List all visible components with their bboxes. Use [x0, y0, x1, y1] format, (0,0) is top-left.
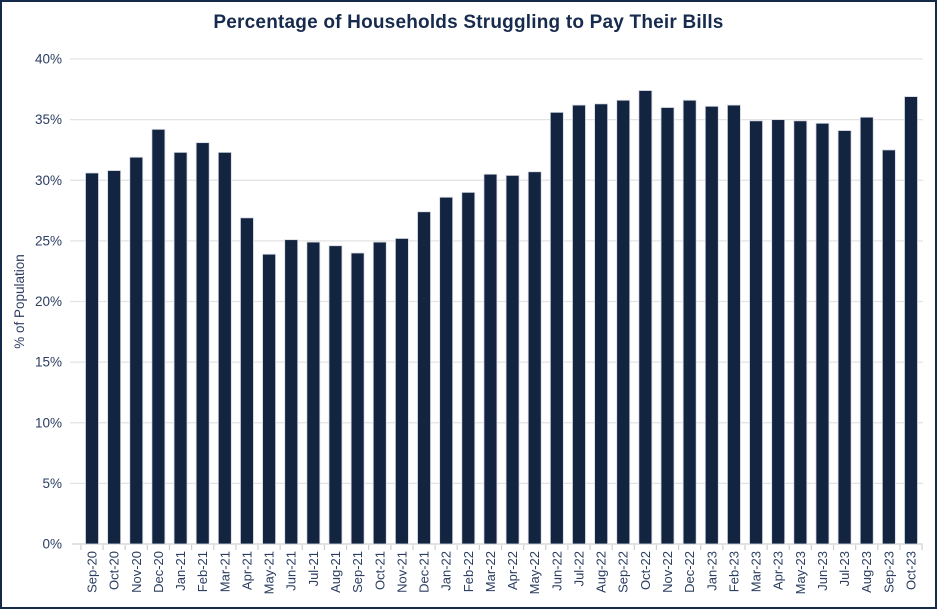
x-tick-label: Aug-23 [859, 551, 874, 593]
bar-may-23 [793, 120, 808, 545]
x-tick-label: Oct-20 [107, 551, 122, 590]
x-tick-label: Mar-22 [483, 551, 498, 592]
x-tick-label: Dec-22 [682, 551, 697, 593]
x-tick-label: Feb-21 [195, 551, 210, 592]
x-tick-label: Sep-21 [350, 551, 365, 593]
x-tick-label: Sep-23 [881, 551, 896, 593]
bar-feb-22 [461, 191, 476, 545]
y-tick-label: 35% [35, 112, 62, 127]
x-tick-label: Apr-21 [239, 551, 254, 590]
x-tick-label: Mar-21 [217, 551, 232, 592]
y-tick-label: 0% [42, 537, 62, 552]
x-tick-label: Nov-22 [660, 551, 675, 593]
bar-jan-21 [173, 151, 188, 545]
bar-sep-22 [616, 99, 631, 545]
bar-mar-23 [749, 120, 763, 545]
bar-nov-22 [660, 107, 675, 545]
x-tick-label: Nov-21 [394, 551, 409, 593]
x-tick-label: Jun-21 [284, 551, 299, 591]
chart-title: Percentage of Households Struggling to P… [213, 12, 724, 33]
y-axis-title: % of Population [12, 254, 27, 349]
y-tick-label: 15% [35, 355, 62, 370]
x-tick-label: May-22 [527, 551, 542, 594]
bar-jun-22 [549, 111, 564, 545]
bar-mar-22 [483, 173, 498, 545]
bar-jun-23 [815, 122, 830, 545]
bar-oct-20 [107, 170, 122, 545]
x-tick-label: Jul-23 [837, 551, 852, 586]
bar-oct-22 [638, 90, 653, 545]
x-tick-label: Jan-23 [704, 551, 719, 591]
bar-dec-20 [151, 128, 166, 545]
x-tick-label: Jan-22 [439, 551, 454, 591]
y-tick-label: 5% [42, 476, 62, 491]
bar-sep-20 [85, 172, 99, 545]
bar-may-21 [262, 253, 276, 545]
bar-nov-20 [129, 156, 144, 545]
bar-feb-23 [727, 104, 741, 545]
x-tick-label: Jun-23 [815, 551, 830, 591]
bar-jul-23 [837, 130, 852, 545]
x-tick-label: Sep-20 [85, 551, 100, 593]
x-tick-label: Sep-22 [616, 551, 631, 593]
x-tick-label: Apr-22 [505, 551, 520, 590]
bar-aug-22 [594, 103, 609, 545]
bar-sep-21 [350, 252, 365, 545]
x-tick-label: Nov-20 [129, 551, 144, 593]
y-tick-label: 30% [35, 173, 62, 188]
bar-aug-21 [328, 245, 343, 545]
bar-aug-23 [859, 116, 874, 545]
x-tick-label: Dec-21 [417, 551, 432, 593]
bar-apr-22 [505, 174, 520, 545]
x-tick-label: Aug-21 [328, 551, 343, 593]
bar-jun-21 [284, 239, 299, 545]
x-tick-label: Dec-20 [151, 551, 166, 593]
x-tick-label: Jan-21 [173, 551, 188, 591]
bar-nov-21 [394, 238, 409, 545]
y-tick-label: 25% [35, 233, 62, 248]
bar-dec-21 [417, 211, 431, 545]
bar-jan-22 [439, 196, 454, 545]
bar-dec-22 [682, 99, 697, 545]
x-tick-label: Mar-23 [749, 551, 764, 592]
x-tick-label: Oct-23 [904, 551, 919, 590]
bar-sep-23 [881, 149, 896, 545]
x-tick-label: Jul-22 [571, 551, 586, 586]
x-tick-label: Apr-23 [771, 551, 786, 590]
x-tick-label: Aug-22 [594, 551, 609, 593]
bar-oct-23 [904, 96, 918, 545]
x-tick-label: May-21 [262, 551, 277, 594]
bar-apr-21 [240, 217, 254, 545]
x-tick-label: Oct-22 [638, 551, 653, 590]
bar-may-22 [527, 171, 542, 545]
bar-jan-23 [704, 105, 719, 545]
y-tick-label: 10% [35, 415, 62, 430]
x-tick-label: Feb-22 [461, 551, 476, 592]
x-tick-label: Oct-21 [372, 551, 387, 590]
y-tick-label: 40% [35, 52, 62, 67]
x-tick-label: Jul-21 [306, 551, 321, 586]
bar-oct-21 [372, 241, 387, 545]
x-tick-label: Jun-22 [549, 551, 564, 591]
bar-apr-23 [771, 119, 786, 545]
x-tick-label: Feb-23 [726, 551, 741, 592]
bar-jul-21 [306, 241, 321, 545]
x-tick-label: May-23 [793, 551, 808, 594]
bar-mar-21 [217, 151, 232, 545]
bar-feb-21 [195, 142, 210, 545]
bar-jul-22 [572, 104, 586, 545]
y-tick-label: 20% [35, 294, 62, 309]
